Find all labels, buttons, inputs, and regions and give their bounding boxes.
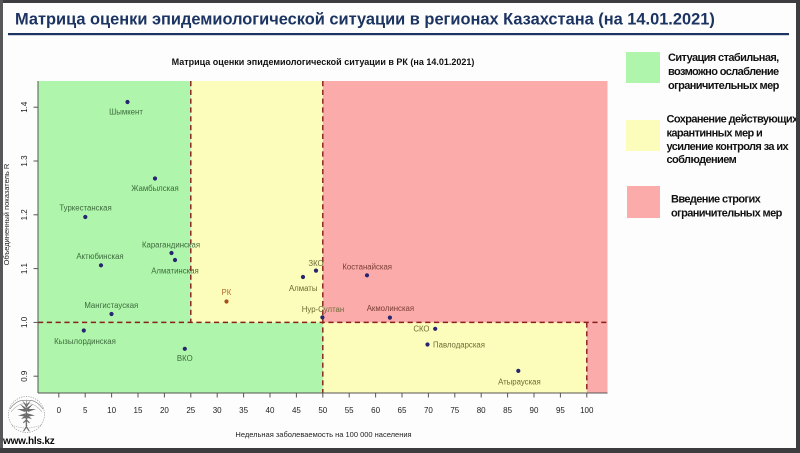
svg-text:Шымкент: Шымкент <box>109 108 143 117</box>
svg-text:60: 60 <box>371 406 380 415</box>
svg-text:РК: РК <box>222 288 232 297</box>
svg-text:0: 0 <box>57 406 62 415</box>
svg-text:Туркестанская: Туркестанская <box>59 204 111 213</box>
svg-text:10: 10 <box>107 406 116 415</box>
svg-text:20: 20 <box>160 406 169 415</box>
svg-text:100: 100 <box>580 406 594 415</box>
svg-text:65: 65 <box>398 406 407 415</box>
svg-text:СКО: СКО <box>413 325 429 334</box>
svg-text:соблюдением: соблюдением <box>667 154 737 166</box>
svg-text:ограничительных мер: ограничительных мер <box>668 80 780 92</box>
svg-text:ЗКО: ЗКО <box>308 259 323 268</box>
svg-text:1.2: 1.2 <box>20 209 29 221</box>
svg-text:5: 5 <box>83 406 88 415</box>
svg-text:Алматы: Алматы <box>289 284 318 293</box>
svg-text:Костанайская: Костанайская <box>342 263 392 272</box>
svg-text:30: 30 <box>213 406 222 415</box>
svg-text:0.9: 0.9 <box>20 370 29 382</box>
svg-text:15: 15 <box>134 406 143 415</box>
svg-text:возможно ослабление: возможно ослабление <box>668 66 779 78</box>
svg-text:Кызылординская: Кызылординская <box>54 337 116 346</box>
svg-text:95: 95 <box>556 406 565 415</box>
svg-text:45: 45 <box>292 406 301 415</box>
svg-text:1.4: 1.4 <box>20 101 29 113</box>
svg-text:ограничительных мер: ограничительных мер <box>671 208 783 220</box>
svg-text:80: 80 <box>477 406 486 415</box>
svg-text:Атырауская: Атырауская <box>498 378 541 387</box>
svg-text:Матрица оценки эпидемиологичес: Матрица оценки эпидемиологической ситуац… <box>15 10 715 28</box>
svg-text:Ситуация стабильная,: Ситуация стабильная, <box>668 52 779 64</box>
svg-text:1.3: 1.3 <box>20 155 29 167</box>
svg-text:25: 25 <box>186 406 195 415</box>
svg-text:1.1: 1.1 <box>20 262 29 274</box>
svg-text:Алматинская: Алматинская <box>151 267 199 276</box>
svg-text:1.0: 1.0 <box>20 316 29 328</box>
svg-text:www.hls.kz: www.hls.kz <box>2 436 55 447</box>
svg-text:Нур-Султан: Нур-Султан <box>302 305 344 314</box>
svg-text:Недельная заболеваемость на 10: Недельная заболеваемость на 100 000 насе… <box>235 430 411 439</box>
svg-text:Введение строгих: Введение строгих <box>671 194 762 206</box>
svg-text:Мангистауская: Мангистауская <box>84 301 138 310</box>
svg-text:Карагандинская: Карагандинская <box>142 241 200 250</box>
svg-text:Актюбинская: Актюбинская <box>76 252 123 261</box>
svg-text:50: 50 <box>318 406 327 415</box>
svg-text:Павлодарская: Павлодарская <box>433 341 485 350</box>
svg-text:Жамбылская: Жамбылская <box>131 184 179 193</box>
svg-text:75: 75 <box>450 406 459 415</box>
svg-text:Матрица оценки эпидемиологичес: Матрица оценки эпидемиологической ситуац… <box>172 57 475 67</box>
svg-text:40: 40 <box>266 406 275 415</box>
svg-text:ВКО: ВКО <box>177 354 193 363</box>
svg-text:Сохранение действующих: Сохранение действующих <box>667 114 799 126</box>
svg-text:Объединенный показатель R: Объединенный показатель R <box>2 163 11 265</box>
svg-text:35: 35 <box>239 406 248 415</box>
svg-text:90: 90 <box>530 406 539 415</box>
svg-text:85: 85 <box>503 406 512 415</box>
svg-text:карантинных мер и: карантинных мер и <box>667 128 763 140</box>
svg-text:55: 55 <box>345 406 354 415</box>
svg-text:усиление контроля за их: усиление контроля за их <box>667 141 790 153</box>
svg-text:Акмолинская: Акмолинская <box>367 304 414 313</box>
svg-text:70: 70 <box>424 406 433 415</box>
